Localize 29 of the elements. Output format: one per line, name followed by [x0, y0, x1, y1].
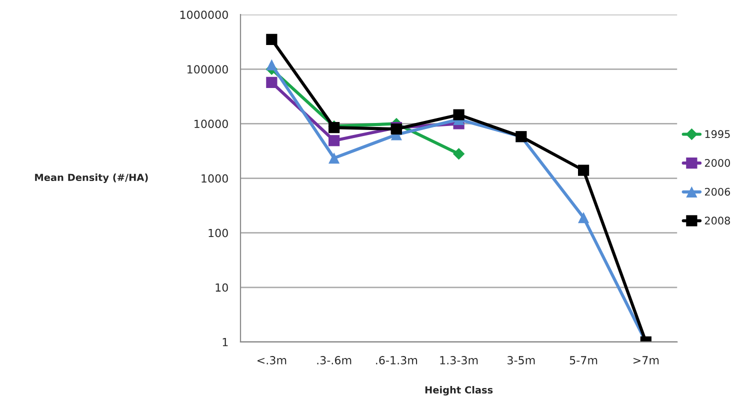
- y-tick-label: 10: [216, 283, 228, 292]
- point: [328, 135, 340, 146]
- x-axis-title: Height Class: [425, 386, 493, 396]
- legend-label: 1995: [705, 130, 730, 138]
- x-tick-label: 3-5m: [508, 356, 535, 364]
- y-tick-label: 10000: [194, 120, 228, 128]
- point: [266, 59, 278, 70]
- legend-label: 2006: [704, 188, 730, 196]
- x-tick-label: 5-7m: [570, 356, 598, 364]
- y-tick-label: 1000000: [180, 10, 228, 19]
- y-tick-label: 100000: [188, 65, 228, 74]
- y-tick-label: 1000: [202, 174, 228, 183]
- x-tick-label: >7m: [633, 356, 659, 364]
- point: [266, 34, 278, 46]
- point: [452, 148, 465, 160]
- point: [328, 152, 340, 164]
- x-tick-label: .3-.6m: [317, 356, 352, 364]
- x-tick-label: 1.3-3m: [440, 356, 478, 364]
- point: [578, 164, 590, 176]
- y-tick-label: 1: [222, 338, 228, 346]
- point: [266, 76, 278, 88]
- x-tick-label: <.3m: [257, 356, 286, 364]
- y-tick-label: 100: [208, 228, 228, 238]
- point: [453, 109, 464, 120]
- point: [578, 212, 590, 224]
- x-tick-label: .6-1.3m: [376, 356, 418, 364]
- legend-label: 2008: [704, 216, 730, 225]
- legend-label: 2000: [704, 158, 730, 167]
- y-axis-title: Mean Density (#/HA): [35, 174, 148, 184]
